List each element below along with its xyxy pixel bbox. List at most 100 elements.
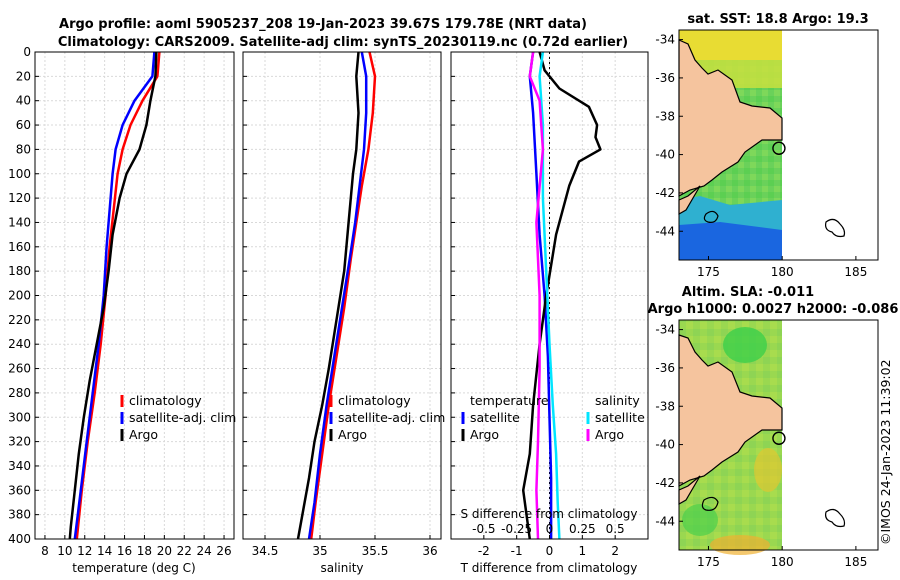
sla-map: Altim. SLA: -0.011 Argo h1000: 0.0027 h2… — [648, 285, 899, 569]
y-tick-label: 160 — [8, 240, 31, 254]
temperature-legend: climatology satellite-adj. clim Argo — [120, 393, 236, 442]
y-tick-label: 360 — [8, 483, 31, 497]
sla-map-subtitle: Argo h1000: 0.0027 h2000: -0.086 — [648, 302, 899, 317]
salinity-xlabel: salinity — [320, 561, 363, 575]
legend-label-satellite: satellite-adj. clim — [338, 410, 445, 425]
sst-argo-marker — [772, 141, 786, 155]
y-tick-label: 0 — [23, 45, 31, 59]
series-line-argo — [296, 51, 360, 540]
x-tick-label: 16 — [117, 544, 132, 558]
x-tick-label: 2 — [611, 544, 619, 558]
x-tick-label: -1 — [511, 544, 523, 558]
s-diff-tick-label: -0.25 — [501, 522, 532, 536]
s-diff-tick-label: 0 — [546, 522, 554, 536]
legend-label-t-satellite: satellite — [470, 410, 520, 425]
x-tick-label: 10 — [57, 544, 72, 558]
y-tick-label: 220 — [8, 313, 31, 327]
map-y-tick-label: -38 — [655, 399, 675, 413]
map-y-tick-label: -42 — [655, 476, 675, 490]
y-tick-label: 100 — [8, 167, 31, 181]
y-tick-label: 180 — [8, 264, 31, 278]
legend-label-argo: Argo — [338, 427, 367, 442]
y-tick-label: 300 — [8, 410, 31, 424]
difference-profile-axes: -2 -1 0 1 2 -0.5 -0.25 0 0.25 0.5 T difference fr… — [450, 51, 649, 575]
difference-legend: temperature satellite Argo salinity sate… — [461, 393, 645, 442]
sst-map: sat. SST: 18.8 Argo: 19.3 175 180 185 -34 -3… — [655, 12, 879, 279]
map-y-tick-label: -36 — [655, 71, 675, 85]
sla-positive-patch — [754, 448, 782, 492]
y-tick-label: 320 — [8, 435, 31, 449]
s-diff-tick-label: -0.5 — [472, 522, 495, 536]
legend-label-satellite: satellite-adj. clim — [129, 410, 236, 425]
x-tick-label: 18 — [137, 544, 152, 558]
series-line-t-satellite — [528, 51, 553, 539]
x-tick-label: 1 — [579, 544, 587, 558]
y-tick-label: 280 — [8, 386, 31, 400]
map-x-tick-label: 185 — [844, 555, 867, 569]
sst-warmest-band — [679, 30, 782, 60]
figure-title-line2: Climatology: CARS2009. Satellite-adj cli… — [58, 35, 628, 50]
sla-land-north-island — [678, 334, 783, 488]
x-tick-label: 12 — [77, 544, 92, 558]
sla-negative-patch — [682, 504, 718, 536]
salinity-legend: climatology satellite-adj. clim Argo — [329, 393, 445, 442]
x-tick-label: 22 — [177, 544, 192, 558]
timestamp: ©IMOS 24-Jan-2023 11:39:02 — [878, 359, 893, 545]
legend-label-s-argo: Argo — [595, 427, 624, 442]
map-y-tick-label: -40 — [655, 148, 675, 162]
x-tick-label: 36 — [422, 544, 437, 558]
x-tick-label: 8 — [41, 544, 49, 558]
series-line-satellite-adj-clim — [73, 51, 156, 540]
figure-title-line1: Argo profile: aoml 5905237_208 19-Jan-20… — [59, 17, 587, 32]
y-tick-label: 400 — [8, 532, 31, 546]
y-tick-label: 80 — [16, 142, 31, 156]
y-tick-label: 140 — [8, 215, 31, 229]
y-tick-label: 260 — [8, 362, 31, 376]
s-diff-tick-label: 0.25 — [569, 522, 596, 536]
series-line-t-argo — [521, 51, 602, 540]
y-tick-label: 120 — [8, 191, 31, 205]
x-tick-label: 20 — [157, 544, 172, 558]
map-x-tick-label: 180 — [771, 555, 794, 569]
map-y-tick-label: -44 — [655, 514, 675, 528]
legend-label-argo: Argo — [129, 427, 158, 442]
temperature-profile-axes: 0 20 40 60 80 100 120 140 160 180 200 220 240 260 280 3… — [8, 45, 236, 575]
series-line-argo — [68, 51, 158, 540]
sst-contour — [703, 210, 719, 223]
series-line-s-argo — [528, 51, 545, 540]
x-tick-label: 35 — [312, 544, 327, 558]
sla-contour — [701, 496, 719, 511]
y-tick-label: 60 — [16, 118, 31, 132]
y-tick-label: 40 — [16, 94, 31, 108]
sla-argo-marker — [772, 431, 786, 445]
salinity-profile-axes: 34.5 35 35.5 36 salinity climatology satell… — [242, 51, 445, 575]
x-tick-label: 35.5 — [362, 544, 389, 558]
s-diff-tick-label: 0.5 — [606, 522, 625, 536]
map-x-tick-label: 175 — [697, 555, 720, 569]
diff-xlabel-s: S difference from climatology — [461, 507, 638, 521]
legend-title-temperature: temperature — [470, 393, 549, 408]
x-tick-label: 24 — [197, 544, 212, 558]
x-tick-label: 34.5 — [252, 544, 279, 558]
map-x-tick-label: 180 — [771, 265, 794, 279]
x-tick-label: 26 — [216, 544, 231, 558]
map-y-tick-label: -38 — [655, 109, 675, 123]
y-tick-label: 20 — [16, 69, 31, 83]
map-y-tick-label: -42 — [655, 186, 675, 200]
x-tick-label: -2 — [478, 544, 490, 558]
sla-map-title: Altim. SLA: -0.011 — [682, 285, 814, 300]
map-y-tick-label: -36 — [655, 361, 675, 375]
legend-label-climatology: climatology — [129, 393, 202, 408]
sst-chatham-islands — [825, 218, 846, 238]
sla-positive-patch — [710, 535, 770, 555]
legend-label-climatology: climatology — [338, 393, 411, 408]
map-x-tick-label: 175 — [697, 265, 720, 279]
sla-chatham-islands — [825, 508, 846, 528]
series-line-satellite-adj-clim — [307, 51, 368, 540]
x-tick-label: 0 — [546, 544, 554, 558]
sst-land-north-island — [678, 39, 783, 198]
map-y-tick-label: -34 — [655, 33, 675, 47]
legend-title-salinity: salinity — [595, 393, 640, 408]
map-x-tick-label: 185 — [844, 265, 867, 279]
